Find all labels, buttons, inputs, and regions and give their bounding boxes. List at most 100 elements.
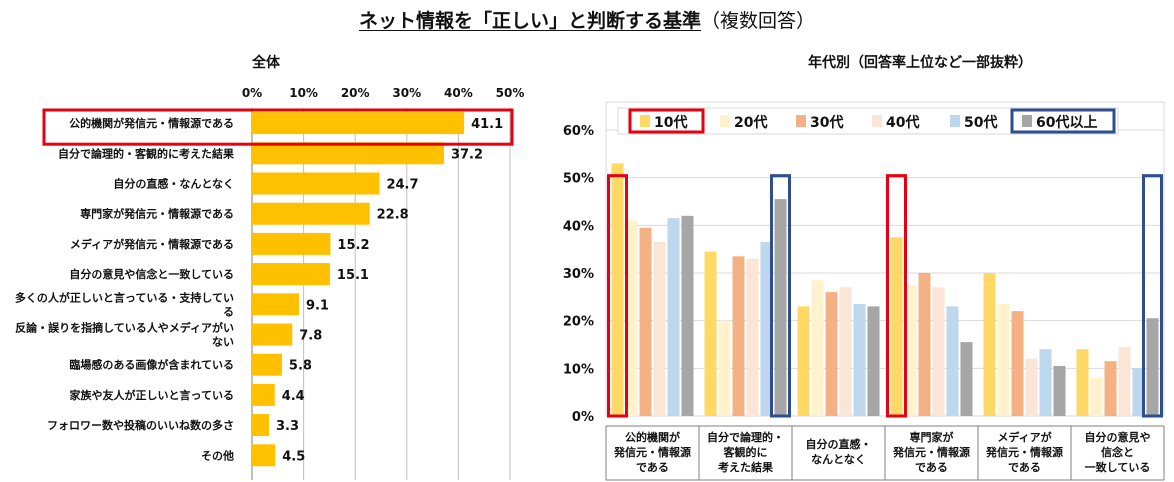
category-label: である [1008, 461, 1041, 474]
x-tick-label: 20% [341, 86, 370, 100]
x-tick-label: 40% [444, 86, 473, 100]
column [746, 258, 759, 416]
bar [252, 383, 275, 406]
column [797, 306, 810, 416]
category-label: 客観的に [723, 445, 768, 459]
column [867, 306, 880, 416]
category-label: フォロワー数や投稿のいいね数の多さ [47, 418, 234, 432]
column [960, 342, 973, 416]
column [653, 242, 666, 416]
column [704, 251, 717, 416]
category-label: 自分の直感・ [806, 437, 872, 451]
y-tick-label: 10% [563, 362, 594, 377]
bar-value-label: 22.8 [377, 208, 409, 223]
column [774, 199, 787, 416]
highlight-box [607, 174, 628, 418]
left-chart-title: 全体 [251, 54, 281, 71]
bar [252, 202, 370, 225]
column [839, 287, 852, 416]
category-label: その他 [201, 448, 234, 462]
bar [252, 112, 465, 135]
category-label: メディアが発信元・情報源である [70, 237, 234, 251]
column [1076, 349, 1089, 416]
legend [617, 107, 1119, 135]
plot-area [605, 101, 1165, 417]
bar [252, 142, 444, 165]
category-label: る [223, 305, 234, 318]
column [625, 220, 638, 416]
column [853, 303, 866, 416]
legend-label: 10代 [654, 114, 687, 131]
highlight-box [770, 174, 791, 418]
bar [252, 414, 270, 437]
legend-swatch [796, 115, 806, 127]
y-tick-label: 0% [572, 410, 594, 425]
bar-value-label: 15.1 [337, 268, 369, 283]
column [732, 256, 745, 416]
right-chart-title: 年代別（回答率上位など一部抜粋） [808, 54, 1032, 71]
bar-value-label: 15.2 [337, 238, 369, 253]
legend-label: 20代 [734, 114, 767, 131]
highlight-box-red [42, 108, 514, 146]
category-label: 一致している [1085, 460, 1151, 474]
legend-label: 60代以上 [1036, 114, 1097, 131]
title-main: ネット情報を「正しい」と判断する基準 [358, 10, 701, 32]
category-label: 発信元・情報源 [613, 445, 691, 459]
column [1104, 361, 1117, 416]
category-label: 考えた結果 [718, 460, 773, 474]
column [932, 287, 945, 416]
category-label: メディアが [997, 430, 1051, 444]
category-label: 多くの人が正しいと言っている・支持してい [15, 290, 234, 304]
bar [252, 444, 276, 467]
column [1118, 346, 1131, 416]
y-tick-label: 40% [563, 219, 594, 234]
column [1053, 365, 1066, 416]
bar-value-label: 4.4 [282, 389, 305, 404]
bar-value-label: 41.1 [471, 117, 503, 132]
bar-value-label: 7.8 [299, 329, 322, 344]
x-tick-label: 10% [289, 86, 318, 100]
category-label: 反論・誤りを指摘している人やメディアがい [15, 321, 234, 335]
legend-label: 30代 [810, 114, 843, 131]
bar [252, 323, 293, 346]
highlight-box [886, 174, 907, 418]
bar [252, 353, 282, 376]
x-tick-label: 30% [392, 86, 421, 100]
bar [252, 172, 380, 195]
category-label: 家族や友人が正しいと言っている [70, 388, 234, 402]
category-label: 自分で論理的・ [707, 430, 784, 444]
bar-value-label: 4.5 [282, 449, 305, 464]
legend-label: 50代 [964, 114, 997, 131]
category-label: である [915, 461, 948, 474]
category-label: 発信元・情報源 [985, 445, 1063, 459]
legend-swatch [640, 115, 650, 127]
category-label: 自分の意見や [1085, 430, 1151, 444]
column [890, 237, 903, 416]
bar-value-label: 9.1 [306, 298, 329, 313]
legend-swatch [1022, 115, 1032, 127]
x-tick-label: 50% [496, 86, 525, 100]
category-label: 臨場感のある画像が含まれている [69, 358, 234, 372]
legend-highlight-blue [1010, 108, 1116, 134]
column [918, 273, 931, 416]
main-title: ネット情報を「正しい」と判断する基準（複数回答） [0, 6, 1174, 33]
column [997, 303, 1010, 416]
y-tick-label: 30% [563, 267, 594, 282]
column [681, 215, 694, 416]
column [1011, 311, 1024, 416]
bar-value-label: 24.7 [386, 178, 418, 193]
column [904, 284, 917, 416]
category-label: 自分で論理的・客観的に考えた結果 [58, 146, 234, 160]
bar [252, 293, 299, 316]
category-label: 発信元・情報源 [892, 445, 970, 459]
column [1090, 377, 1103, 416]
bar [252, 232, 331, 255]
category-label: 公的機関が [625, 430, 680, 444]
category-label: 専門家が [910, 430, 954, 444]
category-label: 自分の直感・なんとなく [113, 177, 234, 191]
column [825, 292, 838, 416]
category-label: 専門家が発信元・情報源である [80, 207, 234, 221]
column [811, 280, 824, 416]
legend-highlight-red [628, 108, 705, 134]
